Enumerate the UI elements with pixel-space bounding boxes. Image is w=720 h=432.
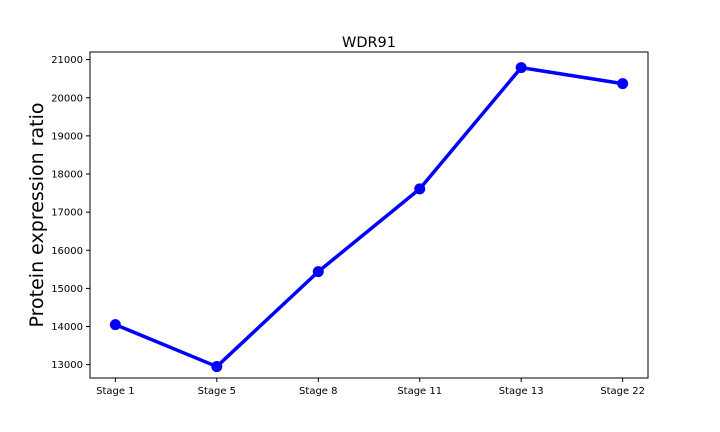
y-tick-label: 16000 — [51, 246, 83, 257]
data-point — [211, 361, 223, 373]
x-tick-label: Stage 22 — [600, 386, 645, 397]
y-tick-label: 20000 — [51, 93, 83, 104]
y-tick-label: 18000 — [51, 170, 83, 181]
x-tick-label: Stage 11 — [397, 386, 442, 397]
plot-frame — [89, 51, 649, 379]
data-point — [617, 78, 629, 90]
y-tick-label: 15000 — [51, 284, 83, 295]
chart-title: WDR91 — [342, 35, 396, 51]
data-point — [414, 183, 426, 195]
x-tick-label: Stage 8 — [299, 386, 337, 397]
y-axis-label: Protein expression ratio — [26, 103, 48, 328]
data-point — [515, 62, 527, 74]
data-point — [109, 319, 121, 331]
plot-area: 13000 14000 15000 16000 17000 18000 19000 20000… — [51, 51, 649, 397]
y-tick-label: 21000 — [51, 55, 83, 66]
series-line — [114, 65, 623, 369]
y-tick-label: 17000 — [51, 208, 83, 219]
data-point — [312, 266, 324, 278]
x-tick-label: Stage 1 — [96, 386, 134, 397]
x-tick-label: Stage 5 — [198, 386, 236, 397]
y-tick-label: 13000 — [51, 360, 83, 371]
x-tick-label: Stage 13 — [499, 386, 544, 397]
y-tick-label: 19000 — [51, 131, 83, 142]
y-tick-label: 14000 — [51, 322, 83, 333]
